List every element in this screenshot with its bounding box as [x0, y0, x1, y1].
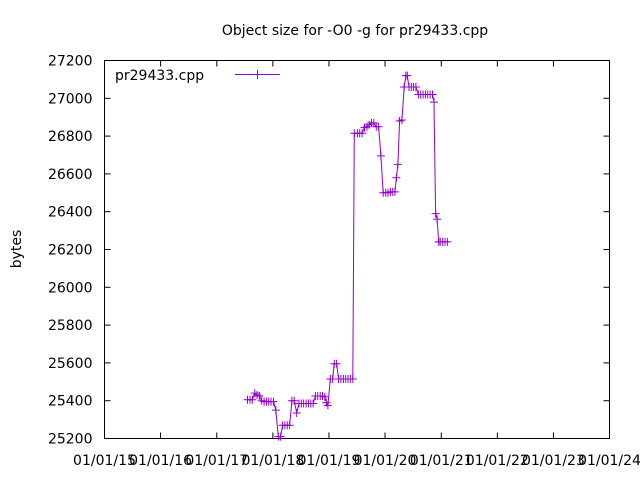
- chart-title: Object size for -O0 -g for pr29433.cpp: [222, 23, 488, 39]
- y-tick-label: 25400: [48, 394, 93, 410]
- data-point: [393, 160, 402, 169]
- series-line: [247, 75, 448, 438]
- series-layer: [243, 71, 452, 441]
- data-point: [255, 392, 264, 400]
- data-point: [309, 399, 318, 408]
- x-axis: 01/01/1501/01/1601/01/1701/01/1801/01/19…: [73, 60, 640, 469]
- data-point: [358, 129, 367, 138]
- y-tick-label: 25600: [48, 356, 93, 372]
- data-point: [248, 395, 257, 404]
- data-point: [390, 187, 399, 196]
- y-tick-label: 26400: [48, 205, 93, 221]
- x-tick-label: 01/01/22: [466, 453, 529, 469]
- data-point: [392, 173, 401, 182]
- data-point: [430, 98, 438, 107]
- x-tick-label: 01/01/15: [73, 453, 136, 469]
- data-point: [276, 432, 285, 441]
- y-tick-label: 27200: [48, 54, 93, 70]
- data-point: [271, 406, 280, 415]
- x-tick-label: 01/01/23: [522, 453, 585, 469]
- data-point: [292, 409, 301, 417]
- data-point: [285, 421, 294, 430]
- y-tick-label: 25800: [48, 318, 93, 334]
- x-tick-label: 01/01/16: [129, 453, 192, 469]
- x-tick-label: 01/01/21: [410, 453, 473, 469]
- y-tick-label: 27000: [48, 91, 93, 107]
- data-point: [428, 90, 437, 99]
- y-tick-label: 26000: [48, 280, 93, 296]
- legend: pr29433.cpp: [115, 68, 280, 84]
- data-point: [374, 122, 383, 131]
- data-point: [403, 71, 412, 80]
- data-point: [269, 397, 278, 406]
- data-point: [323, 401, 332, 410]
- x-tick-label: 01/01/19: [298, 453, 361, 469]
- y-tick-label: 26600: [48, 167, 93, 183]
- data-point: [332, 359, 341, 368]
- y-tick-label: 26800: [48, 129, 93, 145]
- x-tick-label: 01/01/17: [185, 453, 248, 469]
- y-axis: 25200 25400 25600 25800 26000 26200 26400 26600…: [48, 54, 610, 448]
- data-point: [290, 396, 299, 405]
- y-axis-label: bytes: [9, 230, 25, 269]
- plot-area-border: [104, 60, 610, 439]
- data-point: [443, 237, 452, 246]
- data-point: [433, 215, 442, 224]
- x-tick-label: 01/01/18: [241, 453, 304, 469]
- x-tick-label: 01/01/20: [354, 453, 417, 469]
- y-tick-label: 25200: [48, 432, 93, 448]
- legend-marker: [253, 70, 262, 79]
- data-point: [397, 116, 406, 124]
- data-point: [376, 151, 385, 160]
- data-point: [431, 209, 440, 218]
- data-point: [348, 375, 357, 383]
- x-tick-label: 01/01/24: [578, 453, 640, 469]
- legend-label: pr29433.cpp: [115, 68, 204, 84]
- data-point: [411, 83, 420, 91]
- data-point: [320, 392, 329, 401]
- y-tick-label: 26200: [48, 243, 93, 259]
